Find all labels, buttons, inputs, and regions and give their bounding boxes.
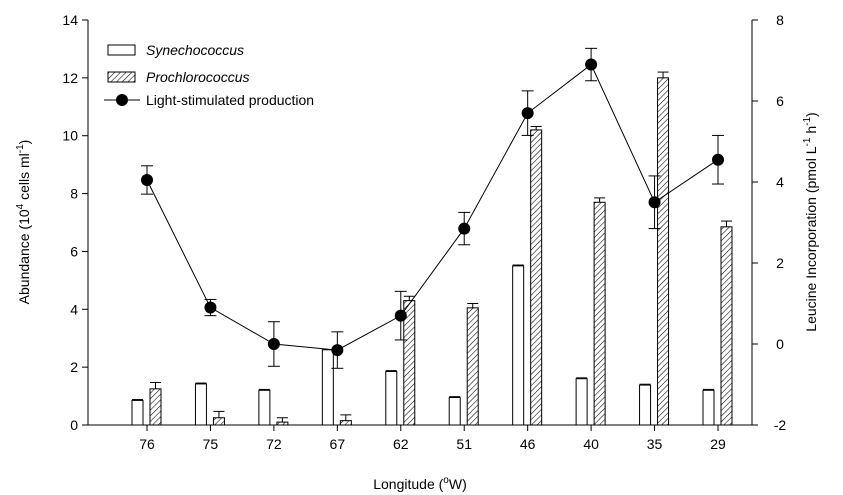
synechococcus-bar <box>448 397 461 426</box>
legend-label-light-stimulated-production: Light-stimulated production <box>146 92 314 108</box>
legend-entry-light-stimulated-production: Light-stimulated production <box>104 92 314 108</box>
x-tick-label: 72 <box>266 436 282 452</box>
production-point <box>141 173 153 186</box>
production-point <box>712 153 724 166</box>
x-tick-label: 40 <box>583 436 599 452</box>
bars-layer <box>131 71 733 426</box>
left-tick-label: 12 <box>62 70 78 86</box>
production-point <box>204 301 217 314</box>
prochlorococcus-bar <box>593 201 606 426</box>
synechococcus-bar <box>194 383 207 426</box>
synechococcus-bar <box>575 378 588 426</box>
production-point <box>521 107 534 120</box>
right-axis-ticks: -2 0 2 4 6 8 <box>752 12 786 433</box>
right-tick-label: 2 <box>776 255 784 271</box>
prochlorococcus-bar <box>657 77 670 426</box>
right-tick-label: 0 <box>776 336 784 352</box>
legend-swatch-open-bar <box>107 44 136 56</box>
x-tick-label: 76 <box>139 436 155 452</box>
prochlorococcus-bar <box>530 129 543 426</box>
left-tick-label: 10 <box>62 128 78 144</box>
left-axis-ticks: 0 2 4 6 8 10 12 14 <box>62 12 88 433</box>
synechococcus-bar <box>512 265 525 426</box>
prochlorococcus-bar <box>276 421 289 426</box>
prochlorococcus-bar <box>212 417 225 426</box>
production-point <box>267 338 280 350</box>
right-tick-label: -2 <box>774 417 787 433</box>
left-tick-label: 4 <box>70 301 78 317</box>
synechococcus-bar <box>385 370 398 426</box>
production-point <box>331 344 344 357</box>
right-tick-label: 6 <box>776 93 784 109</box>
right-tick-label: 4 <box>776 174 784 190</box>
x-tick-label: 35 <box>647 436 663 452</box>
production-point <box>394 309 407 322</box>
legend-swatch-marker <box>116 94 128 106</box>
line-layer <box>141 47 724 369</box>
left-tick-label: 2 <box>70 359 78 375</box>
left-tick-label: 14 <box>62 12 78 28</box>
legend-entry-synechococcus: Synechococcus <box>107 42 244 58</box>
prochlorococcus-bar <box>339 420 352 426</box>
left-tick-label: 8 <box>70 186 78 202</box>
production-point <box>648 196 661 209</box>
synechococcus-bar <box>258 389 271 426</box>
left-axis-title: Abundance (104 cells ml-1) <box>15 140 32 305</box>
production-point <box>458 222 471 235</box>
synechococcus-bar <box>639 384 652 426</box>
prochlorococcus-bar <box>149 388 162 426</box>
legend-swatch-hatched-bar <box>107 71 136 83</box>
x-tick-label: 46 <box>520 436 536 452</box>
production-line <box>146 63 719 351</box>
right-tick-label: 8 <box>776 12 784 28</box>
legend-entry-prochlorococcus: Prochlorococcus <box>107 69 250 85</box>
left-tick-label: 6 <box>70 243 78 259</box>
x-tick-label: 75 <box>203 436 219 452</box>
legend: Synechococcus Prochlorococcus Light-stim… <box>104 42 314 108</box>
x-axis-title: Longitude (oW) <box>373 475 467 492</box>
x-tick-label: 67 <box>330 436 346 452</box>
legend-label-prochlorococcus: Prochlorococcus <box>146 69 250 85</box>
x-tick-label: 29 <box>710 436 726 452</box>
synechococcus-bar <box>321 349 334 426</box>
legend-label-synechococcus: Synechococcus <box>146 42 244 58</box>
prochlorococcus-bar <box>466 307 479 426</box>
right-axis-title: Leucine Incorporation (pmol L-1 h-1) <box>802 112 819 331</box>
x-axis-ticks: 76 75 72 67 62 51 46 40 35 29 <box>139 425 726 452</box>
x-tick-label: 51 <box>456 436 472 452</box>
left-tick-label: 0 <box>70 417 78 433</box>
synechococcus-bar <box>131 399 144 426</box>
synechococcus-bar <box>702 389 715 426</box>
production-point <box>585 58 598 71</box>
x-tick-label: 62 <box>393 436 409 452</box>
prochlorococcus-bar <box>720 226 733 426</box>
